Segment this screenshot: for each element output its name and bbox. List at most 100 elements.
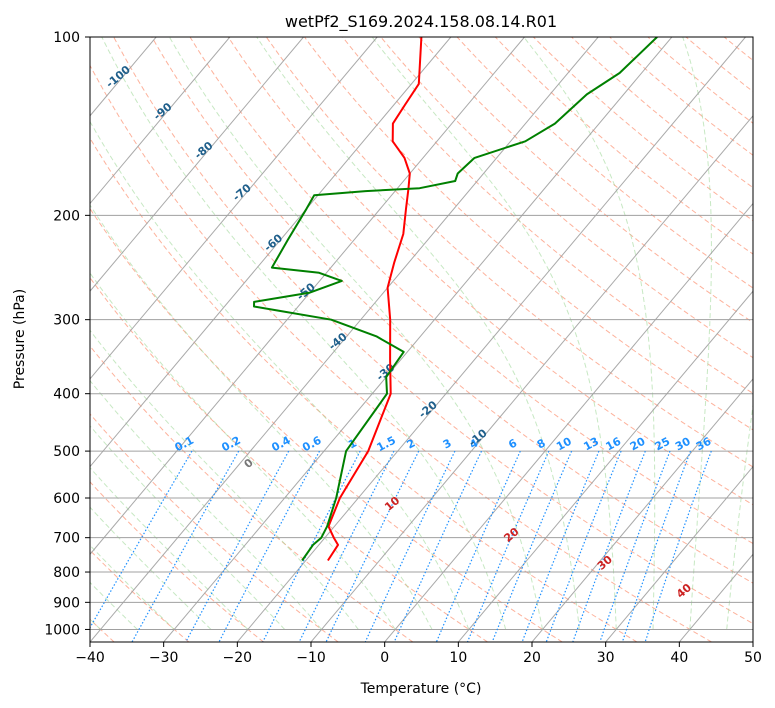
mixing-ratio-label: 13	[581, 435, 601, 454]
isotherm-line	[384, 202, 753, 642]
dry-adiabat-line	[418, 37, 753, 324]
dry-adiabat-line	[90, 137, 638, 642]
dry-adiabat-line	[571, 37, 753, 189]
dry-adiabat-line	[90, 549, 190, 642]
dry-adiabat-line	[647, 37, 753, 124]
isotherm-line	[310, 115, 753, 642]
dry-adiabat-label: -100	[103, 63, 133, 91]
moist-adiabat-line	[90, 425, 286, 630]
dry-adiabat-line	[90, 276, 488, 642]
x-tick-label: 10	[449, 650, 467, 666]
dry-adiabat-line	[762, 37, 775, 642]
dry-adiabat-label: -80	[192, 139, 216, 162]
dry-adiabat-line	[90, 345, 414, 642]
mixing-ratio-line	[545, 450, 622, 642]
mixing-ratio-line	[298, 450, 395, 642]
isotherm-line	[752, 641, 753, 642]
y-tick-label: 500	[53, 444, 80, 460]
y-tick-label: 300	[53, 313, 80, 329]
moist-adiabat-line	[90, 506, 212, 630]
isotherm-line	[163, 37, 673, 642]
moist-adiabat-line	[682, 37, 712, 630]
isotherm-line	[531, 378, 753, 642]
mixing-ratio-line	[521, 450, 600, 642]
mixing-ratio-line	[131, 450, 240, 642]
line-labels: 0.1 0.2 0.4 0.6 1 1.5 2 3 4 6 8 10 13 16 20 25 30 36-100-…	[103, 63, 713, 601]
dry-adiabat-line	[456, 37, 753, 289]
moist-adiabat-line	[726, 401, 753, 630]
isotherm-line	[0, 37, 9, 642]
y-tick-label: 200	[53, 208, 80, 224]
x-tick-label: 30	[597, 650, 615, 666]
mixing-ratio-line	[325, 450, 420, 642]
mixing-ratio-label: 36	[694, 435, 714, 454]
moist-adiabat-line	[90, 466, 249, 630]
moist-adiabat-label: 20	[501, 525, 521, 545]
x-tick-label: −20	[223, 650, 253, 666]
isotherm-line	[90, 37, 452, 468]
dewpoint-profile	[253, 37, 658, 562]
mixing-ratio-label: 3	[441, 436, 454, 451]
isotherm-line	[605, 465, 753, 642]
moist-adiabat-line	[90, 204, 433, 630]
dry-adiabat-label: -20	[416, 398, 440, 421]
mixing-ratio-line	[185, 450, 290, 642]
dry-adiabat-label: -40	[326, 330, 350, 353]
moist-adiabat-label: 40	[674, 581, 694, 601]
chart-title: wetPf2_S169.2024.158.08.14.R01	[285, 12, 557, 32]
dry-adiabat-label: -70	[230, 181, 254, 204]
x-tick-label: −30	[149, 650, 179, 666]
moist-adiabat-line	[90, 581, 138, 630]
y-tick-label: 100	[53, 30, 80, 46]
mixing-ratio-line	[599, 450, 671, 642]
x-tick-label: 0	[380, 650, 389, 666]
mixing-ratio-line	[466, 450, 550, 642]
moist-adiabat-line	[90, 329, 359, 630]
dry-adiabat-line	[189, 37, 753, 545]
moist-adiabat-line	[764, 37, 775, 629]
dry-adiabat-line	[90, 481, 264, 642]
temperature-profile	[327, 37, 423, 562]
y-tick-label: 700	[53, 531, 80, 547]
dry-adiabat-line	[90, 207, 563, 642]
moist-adiabat-line	[90, 379, 322, 630]
y-tick-label: 600	[53, 491, 80, 507]
dry-adiabat-line	[90, 64, 712, 642]
moist-adiabat-line	[168, 37, 543, 630]
moist-adiabat-line	[371, 37, 617, 630]
dry-adiabat-line	[533, 37, 753, 222]
y-tick-label: 1000	[44, 622, 80, 638]
moist-adiabat-line	[523, 37, 656, 630]
mixing-ratio-line	[218, 450, 321, 642]
isotherm-line	[236, 37, 746, 642]
mixing-ratio-line	[90, 450, 193, 629]
dry-adiabat-line	[609, 37, 753, 156]
moist-adiabat-line	[90, 120, 470, 630]
dry-adiabat-line	[227, 37, 753, 506]
x-axis: −40 −30 −20 −10 0 10 20 30 40 50	[75, 642, 762, 666]
mixing-ratio-line	[644, 450, 712, 642]
x-axis-label: Temperature (°C)	[360, 681, 482, 697]
mixing-ratio-line	[572, 450, 646, 642]
moist-adiabat-line	[90, 544, 175, 630]
y-tick-label: 400	[53, 387, 80, 403]
isotherm-line	[90, 37, 525, 556]
y-tick-label: 900	[53, 595, 80, 611]
mixing-ratio-label: 30	[673, 435, 693, 454]
mixing-ratio-line	[491, 450, 573, 642]
dry-adiabat-line	[723, 37, 753, 61]
isotherm-line	[678, 553, 753, 642]
dry-adiabat-line	[342, 37, 753, 394]
mixing-ratio-label: 8	[535, 436, 548, 451]
mixing-ratio-label: 2	[405, 436, 418, 451]
mixing-ratio-line	[435, 450, 521, 642]
mixing-ratio-label: 10	[554, 435, 574, 454]
dry-adiabat-line	[380, 37, 753, 359]
isotherm-line	[90, 37, 231, 205]
moist-adiabat-line	[90, 272, 396, 630]
mixing-ratio-label: 16	[604, 435, 624, 454]
isotherm-line	[90, 37, 378, 380]
dry-adiabat-line	[494, 37, 753, 255]
plot-area	[0, 37, 775, 642]
